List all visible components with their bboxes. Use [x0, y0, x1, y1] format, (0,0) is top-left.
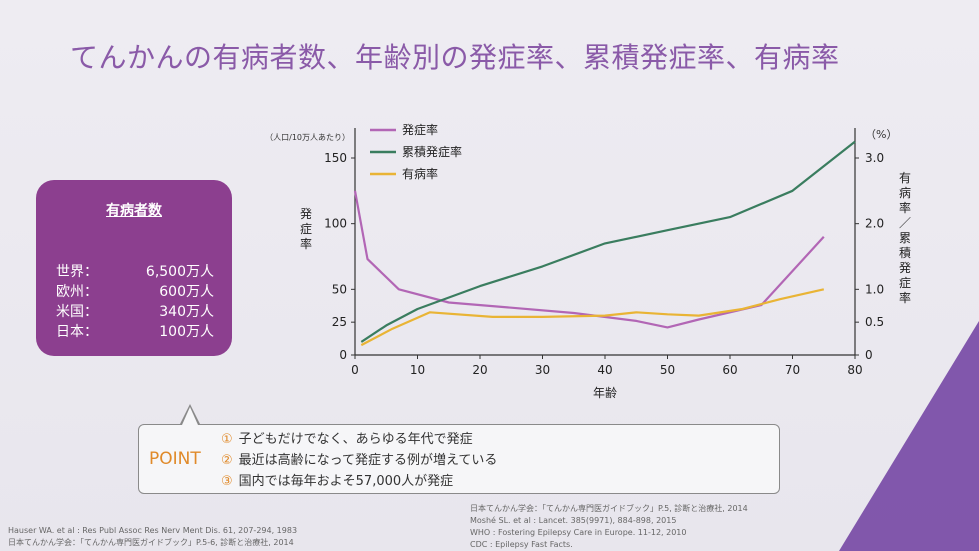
reference-right: 日本てんかん学会：「てんかん専門医ガイドブック」P.5, 診断と治療社, 201…: [470, 504, 748, 513]
region-value: 6,500万人: [145, 264, 214, 280]
callout-tail-inner: [182, 407, 198, 425]
y-right-unit: （%）: [865, 128, 897, 141]
prevalence-panel: 有病者数 世界： 6,500万人 欧州： 600万人 米国： 340万人 日本： 100…: [36, 180, 232, 356]
y-left-tick-label: 0: [339, 348, 347, 362]
y-right-axis-label-char: 率: [899, 290, 911, 305]
region-value: 340万人: [159, 304, 214, 320]
point-label: POINT: [149, 449, 201, 469]
y-right-axis-label-char: 症: [899, 275, 911, 290]
x-tick-label: 40: [597, 363, 612, 377]
y-left-axis-label: 発症率: [300, 207, 312, 251]
point-number: ①: [221, 432, 233, 447]
y-right-axis-label-char: 発: [899, 261, 911, 275]
y-left-tick-label: 25: [332, 315, 347, 329]
region-label: 欧州：: [56, 284, 98, 300]
y-right-axis-label-char: 率: [899, 200, 911, 215]
y-left-tick-label: 50: [332, 282, 347, 296]
corner-decoration: [839, 321, 979, 551]
point-text: 子どもだけでなく、あらゆる年代で発症: [238, 432, 473, 447]
region-label: 日本：: [56, 324, 98, 340]
y-right-axis-label-char: ／: [899, 216, 911, 230]
y-right-tick-label: 1.0: [865, 282, 884, 296]
reference-right: CDC : Epilepsy Fast Facts.: [470, 540, 573, 549]
y-left-axis-label-char: 発: [300, 207, 312, 221]
reference-left: Hauser WA. et al : Res Publ Assoc Res Ne…: [8, 526, 298, 535]
y-right-axis-label-char: 有: [899, 171, 911, 185]
point-number: ②: [221, 453, 233, 468]
x-tick-label: 60: [722, 363, 737, 377]
reference-right: Moshé SL. et al : Lancet. 385(9971), 884…: [470, 516, 677, 525]
y-right-tick-label: 2.0: [865, 217, 884, 231]
point-list: ① 子どもだけでなく、あらゆる年代で発症 ② 最近は高齢になって発症する例が増えてい…: [221, 429, 497, 492]
legend-label: 発症率: [402, 122, 438, 137]
x-tick-label: 0: [351, 363, 359, 377]
y-left-axis-label-char: 率: [300, 236, 312, 251]
point-callout: POINT ① 子どもだけでなく、あらゆる年代で発症 ② 最近は高齢になって発症する…: [138, 424, 780, 494]
region-value: 600万人: [159, 284, 214, 300]
region-label: 米国：: [56, 304, 98, 320]
panel-rows: 世界： 6,500万人 欧州： 600万人 米国： 340万人 日本： 100万人: [56, 262, 214, 342]
point-item: ② 最近は高齢になって発症する例が増えている: [221, 450, 497, 471]
legend-label: 有病率: [402, 166, 438, 181]
point-text: 最近は高齢になって発症する例が増えている: [238, 453, 498, 468]
y-right-axis-label-char: 積: [899, 245, 911, 260]
series-line: [353, 190, 825, 329]
panel-row: 米国： 340万人: [56, 302, 214, 322]
series-line: [360, 288, 825, 347]
y-right-tick-label: 3.0: [865, 151, 884, 165]
reference-left: 日本てんかん学会：「てんかん専門医ガイドブック」P.5-6, 診断と治療社, 2…: [8, 538, 294, 547]
x-tick-label: 20: [472, 363, 487, 377]
y-right-tick-label: 0.5: [865, 315, 884, 329]
point-number: ③: [221, 474, 233, 489]
reference-right: WHO : Fostering Epilepsy Care in Europe.…: [470, 528, 687, 537]
panel-heading: 有病者数: [106, 203, 162, 219]
x-tick-label: 70: [785, 363, 800, 377]
y-left-unit: （人口/10万人あたり）: [265, 133, 350, 142]
x-tick-label: 10: [410, 363, 425, 377]
x-tick-label: 30: [535, 363, 550, 377]
point-text: 国内では毎年およそ57,000人が発症: [238, 474, 454, 489]
panel-row: 欧州： 600万人: [56, 282, 214, 302]
series-line: [360, 140, 856, 343]
panel-row: 日本： 100万人: [56, 322, 214, 342]
point-item: ③ 国内では毎年およそ57,000人が発症: [221, 471, 497, 492]
legend-label: 累積発症率: [402, 144, 462, 159]
x-tick-label: 50: [660, 363, 675, 377]
x-tick-label: 80: [847, 363, 862, 377]
y-left-axis-label-char: 症: [300, 221, 312, 236]
y-right-axis-label-char: 病: [899, 185, 911, 200]
y-left-tick-label: 100: [324, 217, 347, 231]
region-value: 100万人: [159, 324, 214, 340]
y-right-axis-label-char: 累: [899, 231, 911, 245]
slide-title: てんかんの有病者数、年齢別の発症率、累積発症率、有病率: [70, 41, 840, 74]
region-label: 世界：: [56, 264, 98, 280]
point-item: ① 子どもだけでなく、あらゆる年代で発症: [221, 429, 497, 450]
x-axis-label: 年齢: [593, 385, 617, 400]
y-right-axis-label: 有病率／累積発症率: [899, 171, 911, 305]
panel-row: 世界： 6,500万人: [56, 262, 214, 282]
y-left-tick-label: 150: [324, 151, 347, 165]
y-right-tick-label: 0: [865, 348, 873, 362]
